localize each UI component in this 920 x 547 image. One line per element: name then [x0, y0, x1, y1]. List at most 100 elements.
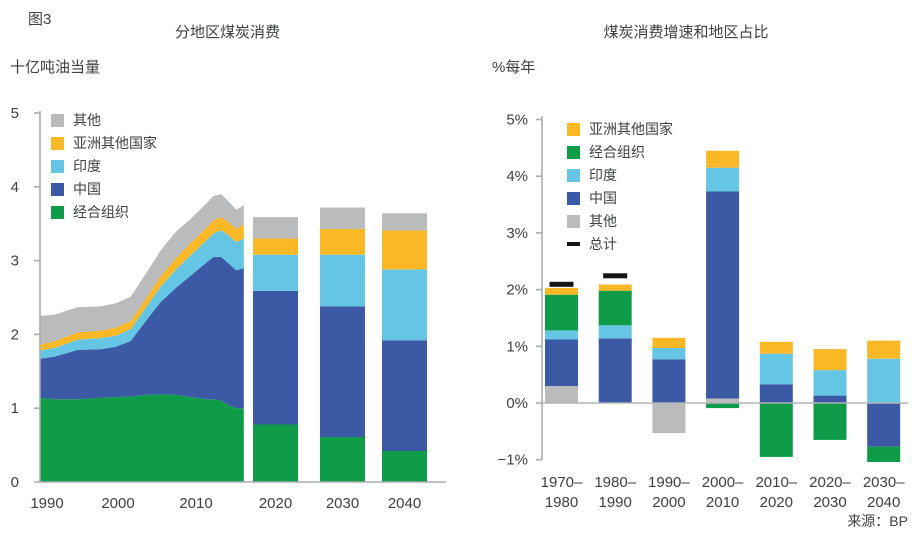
y-tick-label: 3 — [11, 253, 19, 270]
legend-swatch-total — [567, 242, 580, 246]
coal-growth-contribution-chart: 5% 4% 3% 2% 1% 0% −1% 1970– 1980 1980– 1990 1990– 20… — [498, 112, 908, 511]
growth-bar-1990–2000-other_asia — [652, 337, 686, 348]
growth-bar-2000–2010-other — [706, 398, 740, 403]
x-tick-label-top: 1980– — [594, 474, 636, 491]
x-tick-label: 2030 — [326, 495, 359, 512]
left-chart-title: 分地区煤炭消费 — [174, 24, 280, 41]
legend-label-total: 总计 — [589, 236, 617, 252]
legend-swatch-oecd — [567, 145, 580, 159]
coal-consumption-by-region-chart: 0 1 2 3 4 5 1990 2000 2010 2020 2030 2040 — [11, 105, 446, 512]
bar-2030-other — [320, 207, 365, 229]
x-tick-label-top: 1990– — [648, 474, 690, 491]
x-tick-label: 2010 — [179, 495, 212, 512]
x-tick-label-top: 1970– — [541, 474, 583, 491]
legend-label-other_asia: 亚洲其他国家 — [73, 135, 157, 151]
y-tick-label: 5% — [506, 112, 528, 129]
growth-bar-2010–2020-oecd — [759, 403, 793, 457]
y-tick-label: 3% — [506, 225, 528, 242]
x-tick-label-bottom: 2030 — [813, 494, 846, 511]
legend-item-other: 其他 — [51, 113, 157, 127]
growth-bar-1970–1980-oecd — [545, 294, 578, 331]
growth-bar-2020–2030-china — [813, 395, 847, 403]
bar-2040-oecd — [382, 451, 427, 482]
growth-bar-1990–2000-other — [652, 403, 686, 434]
growth-bar-1970–1980-india — [545, 330, 578, 340]
x-tick-label-bottom: 2020 — [760, 494, 793, 511]
legend-item-china: 中国 — [567, 191, 673, 205]
growth-bar-2020–2030-oecd — [813, 403, 847, 440]
x-tick-label: 2020 — [259, 495, 292, 512]
bar-2020-oecd — [253, 424, 298, 482]
bar-2020-india — [253, 254, 298, 291]
growth-bar-2020–2030-india — [813, 370, 847, 396]
x-tick-label-bottom: 1980 — [545, 494, 578, 511]
bar-2020-other_asia — [253, 238, 298, 255]
y-tick-label: 0 — [11, 474, 19, 491]
bar-2020-china — [253, 290, 298, 425]
growth-bar-2000–2010-china — [706, 191, 740, 399]
bar-2030-other_asia — [320, 228, 365, 255]
growth-bar-2000–2010-india — [706, 167, 740, 192]
legend-item-other: 其他 — [567, 214, 673, 228]
legend-swatch-other_asia — [51, 136, 64, 150]
figure-label: 图3 — [28, 11, 52, 28]
y-tick-label: 1 — [11, 400, 19, 417]
legend-swatch-oecd — [51, 205, 64, 219]
legend-swatch-other — [567, 214, 580, 228]
legend-label-india: 印度 — [73, 158, 101, 174]
bar-2030-china — [320, 306, 365, 437]
y-tick-label: 5 — [11, 105, 19, 122]
area-other — [40, 194, 244, 345]
legend-swatch-china — [51, 182, 64, 196]
y-tick-label: 4 — [11, 179, 19, 196]
growth-bar-2030–2040-china — [867, 403, 901, 447]
growth-bar-2000–2010-oecd — [706, 403, 740, 409]
bar-2020-other — [253, 217, 298, 239]
growth-bar-1990–2000-india — [652, 348, 686, 360]
growth-bar-1980–1990-china — [598, 338, 632, 403]
area-india — [40, 230, 244, 359]
legend-item-india: 印度 — [51, 159, 157, 173]
legend-label-oecd: 经合组织 — [73, 204, 129, 220]
area-other_asia — [40, 217, 244, 351]
left-chart-unit-label: 十亿吨油当量 — [10, 59, 101, 76]
legend-item-total: 总计 — [567, 237, 673, 251]
bar-2040-other_asia — [382, 230, 427, 270]
growth-bar-2030–2040-other_asia — [867, 340, 901, 359]
x-tick-label-top: 2000– — [702, 474, 744, 491]
total-marker — [603, 273, 628, 279]
legend-label-oecd: 经合组织 — [589, 144, 645, 160]
growth-bar-2000–2010-other_asia — [706, 150, 740, 168]
growth-bar-1980–1990-oecd — [598, 290, 632, 326]
growth-bar-1980–1990-other_asia — [598, 284, 632, 291]
legend-item-other_asia: 亚洲其他国家 — [567, 122, 673, 136]
bar-2040-china — [382, 340, 427, 451]
legend-label-china: 中国 — [73, 181, 101, 197]
bar-2030-oecd — [320, 437, 365, 482]
x-tick-label-top: 2030– — [863, 474, 905, 491]
legend-swatch-other_asia — [567, 122, 580, 136]
legend-swatch-india — [51, 159, 64, 173]
growth-bar-1970–1980-other_asia — [545, 287, 578, 295]
legend-swatch-china — [567, 191, 580, 205]
growth-bar-1980–1990-india — [598, 325, 632, 339]
legend-item-china: 中国 — [51, 182, 157, 196]
legend-label-china: 中国 — [589, 190, 617, 206]
y-tick-label: −1% — [498, 452, 528, 469]
growth-bar-1990–2000-china — [652, 359, 686, 403]
legend-item-india: 印度 — [567, 168, 673, 182]
bar-2040-other — [382, 213, 427, 231]
bar-2040-india — [382, 269, 427, 341]
x-tick-label-top: 2010– — [755, 474, 797, 491]
growth-bar-2020–2030-other_asia — [813, 349, 847, 371]
legend-swatch-other — [51, 113, 64, 127]
growth-bar-2030–2040-india — [867, 358, 901, 403]
right-chart-legend: 亚洲其他国家 经合组织印度中国其他总计 — [567, 122, 673, 251]
y-tick-label: 0% — [506, 395, 528, 412]
legend-swatch-india — [567, 168, 580, 182]
legend-item-oecd: 经合组织 — [51, 205, 157, 219]
area-oecd — [40, 394, 244, 482]
growth-bar-2010–2020-india — [759, 353, 793, 385]
x-tick-label-top: 2020– — [809, 474, 851, 491]
